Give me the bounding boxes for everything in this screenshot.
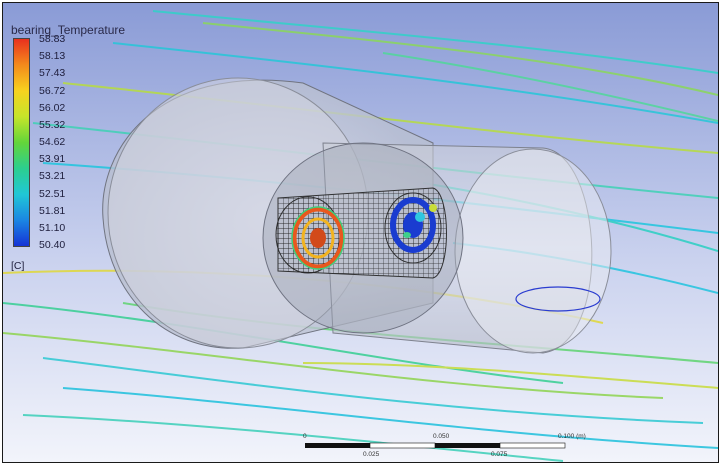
scene-canvas[interactable] — [3, 3, 718, 462]
legend-tick: 54.62 — [39, 136, 66, 148]
scale-bar — [305, 442, 566, 449]
legend-color-bar — [13, 38, 30, 247]
legend-tick: 53.91 — [39, 153, 66, 166]
legend-tick: 58.83 — [39, 33, 66, 45]
outlet-face — [454, 148, 612, 354]
scale-label-0025: 0.025 — [363, 451, 380, 458]
scale-label-0075: 0.075 — [491, 451, 508, 458]
rear-bearing-cold[interactable] — [390, 197, 437, 253]
legend-tick: 51.81 — [39, 204, 66, 217]
legend-title: bearing_Temperature — [11, 23, 126, 37]
scale-label-0100: 0.100 (m) — [558, 433, 586, 440]
legend-tick: 53.21 — [39, 170, 66, 183]
legend-tick: 55.32 — [39, 118, 66, 131]
legend-tick: 51.10 — [39, 221, 66, 234]
legend-tick: 58.13 — [39, 50, 66, 63]
legend-tick: 57.43 — [39, 67, 66, 80]
legend-unit: [C] — [11, 260, 25, 272]
legend-tick: 56.02 — [39, 101, 66, 114]
front-bearing-hot[interactable] — [291, 206, 345, 270]
scale-label-0: 0 — [303, 433, 307, 440]
outlet-ring — [515, 286, 601, 312]
scale-label-0050: 0.050 — [433, 433, 450, 440]
legend-tick: 50.40 — [39, 239, 66, 251]
legend-tick: 52.51 — [39, 187, 66, 200]
legend-tick: 56.72 — [39, 84, 66, 97]
